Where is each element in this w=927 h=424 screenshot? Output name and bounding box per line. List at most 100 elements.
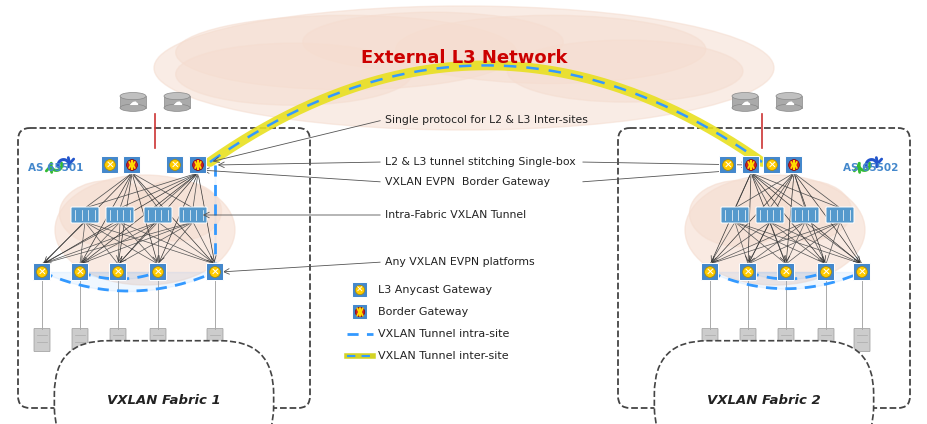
Text: ✕: ✕: [356, 285, 363, 295]
FancyBboxPatch shape: [784, 156, 802, 173]
Ellipse shape: [396, 15, 705, 84]
Text: L3 Anycast Gateway: L3 Anycast Gateway: [377, 285, 491, 295]
FancyBboxPatch shape: [189, 156, 207, 173]
FancyBboxPatch shape: [790, 207, 819, 223]
Ellipse shape: [120, 104, 146, 112]
Ellipse shape: [164, 104, 190, 112]
Circle shape: [126, 159, 137, 170]
Ellipse shape: [120, 92, 146, 100]
FancyBboxPatch shape: [166, 156, 184, 173]
FancyBboxPatch shape: [853, 263, 870, 281]
Circle shape: [74, 267, 85, 277]
FancyBboxPatch shape: [352, 282, 367, 298]
Ellipse shape: [175, 15, 516, 90]
FancyBboxPatch shape: [731, 96, 757, 108]
FancyBboxPatch shape: [817, 263, 833, 281]
Circle shape: [210, 267, 221, 277]
Ellipse shape: [507, 40, 743, 102]
Circle shape: [152, 267, 163, 277]
FancyBboxPatch shape: [72, 329, 88, 351]
Text: L2 & L3 tunnel stitching Single-box: L2 & L3 tunnel stitching Single-box: [385, 157, 575, 167]
FancyBboxPatch shape: [106, 207, 133, 223]
FancyBboxPatch shape: [775, 96, 801, 108]
FancyBboxPatch shape: [701, 263, 717, 281]
Text: ☁: ☁: [171, 97, 182, 107]
FancyBboxPatch shape: [120, 96, 146, 108]
FancyBboxPatch shape: [34, 329, 50, 351]
Ellipse shape: [731, 104, 757, 112]
Circle shape: [355, 307, 364, 317]
Circle shape: [856, 267, 867, 277]
FancyBboxPatch shape: [763, 156, 780, 173]
Text: AS 65501: AS 65501: [28, 163, 83, 173]
FancyBboxPatch shape: [777, 329, 794, 351]
Text: ✕: ✕: [38, 267, 46, 277]
Text: ☁: ☁: [128, 97, 138, 107]
Circle shape: [112, 267, 123, 277]
Ellipse shape: [761, 181, 851, 241]
FancyBboxPatch shape: [739, 329, 756, 351]
Ellipse shape: [164, 92, 190, 100]
Ellipse shape: [175, 43, 411, 105]
FancyBboxPatch shape: [720, 207, 748, 223]
Circle shape: [780, 267, 791, 277]
Text: Any VXLAN EVPN platforms: Any VXLAN EVPN platforms: [385, 257, 534, 267]
Text: ✕: ✕: [781, 267, 790, 277]
Text: ☁: ☁: [783, 97, 793, 107]
Ellipse shape: [775, 92, 801, 100]
Text: AS 65502: AS 65502: [842, 163, 897, 173]
FancyBboxPatch shape: [164, 96, 190, 108]
FancyBboxPatch shape: [701, 329, 717, 351]
Text: Intra-Fabric VXLAN Tunnel: Intra-Fabric VXLAN Tunnel: [385, 210, 526, 220]
Text: ✕: ✕: [723, 160, 731, 170]
Ellipse shape: [59, 181, 159, 246]
Text: ☁: ☁: [740, 97, 749, 107]
FancyBboxPatch shape: [150, 329, 166, 351]
Ellipse shape: [154, 6, 773, 130]
Circle shape: [170, 159, 180, 170]
Text: ✕: ✕: [743, 267, 752, 277]
Circle shape: [193, 159, 203, 170]
Text: VXLAN Fabric 2: VXLAN Fabric 2: [706, 393, 820, 407]
Text: ✕: ✕: [820, 267, 830, 277]
Ellipse shape: [731, 92, 757, 100]
Text: Single protocol for L2 & L3 Inter-sites: Single protocol for L2 & L3 Inter-sites: [385, 115, 587, 125]
Circle shape: [766, 159, 777, 170]
FancyBboxPatch shape: [144, 207, 171, 223]
Circle shape: [722, 159, 732, 170]
FancyBboxPatch shape: [817, 329, 833, 351]
FancyBboxPatch shape: [71, 263, 88, 281]
Text: ✕: ✕: [106, 160, 114, 170]
Circle shape: [744, 159, 756, 170]
FancyBboxPatch shape: [777, 263, 794, 281]
FancyBboxPatch shape: [149, 263, 166, 281]
FancyBboxPatch shape: [756, 207, 783, 223]
FancyBboxPatch shape: [110, 329, 126, 351]
FancyBboxPatch shape: [825, 207, 853, 223]
FancyBboxPatch shape: [179, 207, 207, 223]
Text: External L3 Network: External L3 Network: [361, 49, 566, 67]
Ellipse shape: [689, 181, 788, 246]
Circle shape: [742, 267, 753, 277]
FancyBboxPatch shape: [33, 263, 50, 281]
Text: ✕: ✕: [154, 267, 162, 277]
FancyBboxPatch shape: [207, 329, 222, 351]
FancyBboxPatch shape: [352, 304, 367, 320]
Text: VXLAN Fabric 1: VXLAN Fabric 1: [107, 393, 221, 407]
FancyBboxPatch shape: [123, 156, 140, 173]
FancyBboxPatch shape: [739, 263, 756, 281]
Text: VXLAN EVPN  Border Gateway: VXLAN EVPN Border Gateway: [385, 177, 550, 187]
FancyBboxPatch shape: [71, 207, 99, 223]
Ellipse shape: [132, 181, 222, 241]
Text: Border Gateway: Border Gateway: [377, 307, 468, 317]
FancyBboxPatch shape: [207, 263, 223, 281]
FancyBboxPatch shape: [718, 156, 736, 173]
FancyBboxPatch shape: [109, 263, 126, 281]
Text: ✕: ✕: [210, 267, 219, 277]
Text: ✕: ✕: [171, 160, 179, 170]
Circle shape: [105, 159, 115, 170]
Text: ✕: ✕: [75, 267, 84, 277]
Circle shape: [704, 267, 715, 277]
Circle shape: [788, 159, 798, 170]
Circle shape: [36, 267, 47, 277]
